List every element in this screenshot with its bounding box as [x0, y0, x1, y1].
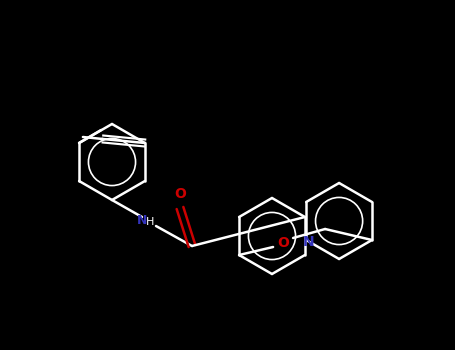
Text: O: O	[277, 236, 289, 250]
Text: O: O	[174, 187, 186, 201]
Text: N: N	[303, 235, 314, 249]
Text: N: N	[137, 214, 147, 226]
Text: H: H	[146, 217, 154, 227]
